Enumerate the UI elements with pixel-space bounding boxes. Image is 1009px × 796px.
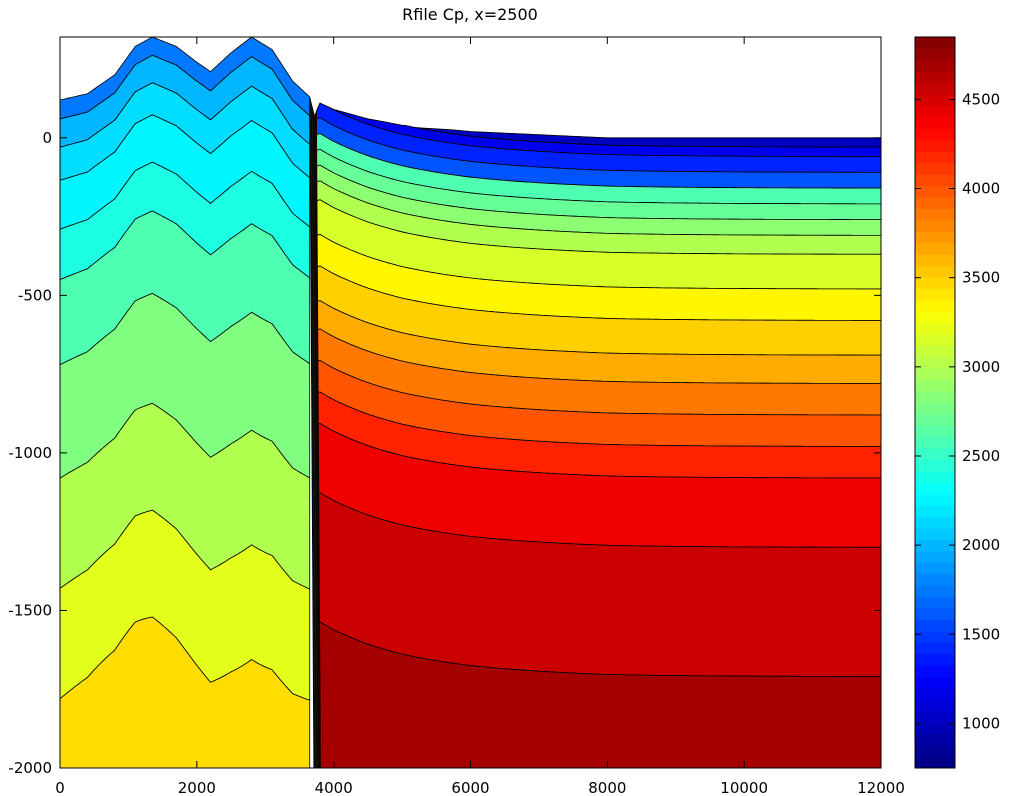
colorbar-step (915, 82, 955, 95)
y-tick-label: -1500 (8, 601, 52, 619)
y-tick-label: -500 (18, 286, 52, 304)
x-axis: 0 2000 4000 6000 8000 10000 12000 (55, 37, 905, 796)
colorbar-step (915, 391, 955, 403)
colorbar-frame (914, 36, 956, 769)
colorbar-step (915, 71, 955, 84)
colorbar-tick-label: 1500 (962, 625, 1000, 643)
colorbar-step (915, 174, 955, 186)
colorbar-step (915, 151, 955, 164)
colorbar: 1000 1500 2000 2500 3000 3500 4000 4500 (914, 36, 1000, 769)
colorbar-step (915, 59, 955, 72)
colorbar-tick-label: 4000 (962, 180, 1000, 198)
colorbar-step (915, 688, 955, 700)
colorbar-step (915, 208, 955, 221)
colorbar-step (915, 379, 955, 392)
colorbar-step (915, 345, 955, 358)
colorbar-step (915, 254, 955, 266)
colorbar-step (915, 448, 955, 461)
colorbar-step (915, 653, 955, 666)
colorbar-step (915, 48, 955, 61)
colorbar-step (915, 128, 955, 141)
x-tick-label: 0 (55, 779, 65, 796)
contour-band-transition (315, 110, 321, 768)
x-tick-label: 12000 (857, 779, 905, 796)
x-tick-label: 6000 (451, 779, 489, 796)
colorbar-step (915, 573, 955, 586)
colorbar-tick-label: 2500 (962, 447, 1000, 465)
colorbar-step (915, 196, 955, 209)
colorbar-step (915, 550, 955, 563)
colorbar-step (915, 162, 955, 175)
colorbar-step (915, 596, 955, 609)
colorbar-tick-label: 3000 (962, 358, 1000, 376)
y-tick-label: -1000 (8, 444, 52, 462)
colorbar-step (915, 608, 955, 621)
contour-band-left (60, 616, 311, 768)
colorbar-step (915, 242, 955, 255)
colorbar-step (915, 94, 955, 107)
colorbar-step (915, 756, 955, 769)
colorbar-step (915, 505, 955, 518)
x-tick-label: 2000 (178, 779, 216, 796)
colorbar-step (915, 619, 955, 632)
colorbar-step (915, 436, 955, 449)
colorbar-step (915, 413, 955, 426)
colorbar-step (915, 356, 955, 369)
colorbar-step (915, 37, 955, 49)
colorbar-step (915, 276, 955, 289)
x-tick-label: 4000 (315, 779, 353, 796)
colorbar-step (915, 219, 955, 232)
plot-area (60, 37, 881, 768)
colorbar-step (915, 676, 955, 689)
colorbar-step (915, 459, 955, 472)
x-tick-label: 8000 (588, 779, 626, 796)
colorbar-step (915, 630, 955, 643)
colorbar-step (915, 471, 955, 483)
colorbar-step (915, 402, 955, 415)
colorbar-tick-label: 4500 (962, 90, 1000, 108)
y-axis: 0 -500 -1000 -1500 -2000 (8, 129, 881, 777)
colorbar-step (915, 116, 955, 129)
colorbar-step (915, 139, 955, 152)
colorbar-step (915, 333, 955, 346)
colorbar-step (915, 699, 955, 712)
y-tick-label: -2000 (8, 759, 52, 777)
colorbar-step (915, 105, 955, 118)
colorbar-step (915, 585, 955, 598)
colorbar-step (915, 288, 955, 301)
colorbar-step (915, 539, 955, 552)
colorbar-step (915, 299, 955, 312)
contour-band-right (316, 621, 881, 768)
x-tick-label: 10000 (720, 779, 768, 796)
colorbar-step (915, 185, 955, 198)
colorbar-step (915, 665, 955, 678)
colorbar-step (915, 425, 955, 438)
colorbar-step (915, 322, 955, 335)
colorbar-step (915, 642, 955, 655)
colorbar-step (915, 311, 955, 324)
colorbar-step (915, 516, 955, 529)
colorbar-step (915, 562, 955, 575)
colorbar-tick-label: 2000 (962, 536, 1000, 554)
colorbar-step (915, 528, 955, 541)
y-tick-label: 0 (42, 129, 52, 147)
chart-title: Rfile Cp, x=2500 (402, 5, 538, 24)
colorbar-step (915, 482, 955, 495)
colorbar-step (915, 368, 955, 381)
colorbar-step (915, 733, 955, 746)
colorbar-step (915, 745, 955, 758)
colorbar-step (915, 265, 955, 278)
colorbar-tick-label: 3500 (962, 269, 1000, 287)
colorbar-step (915, 231, 955, 244)
colorbar-step (915, 722, 955, 735)
colorbar-step (915, 710, 955, 723)
colorbar-tick-label: 1000 (962, 714, 1000, 732)
colorbar-step (915, 493, 955, 506)
